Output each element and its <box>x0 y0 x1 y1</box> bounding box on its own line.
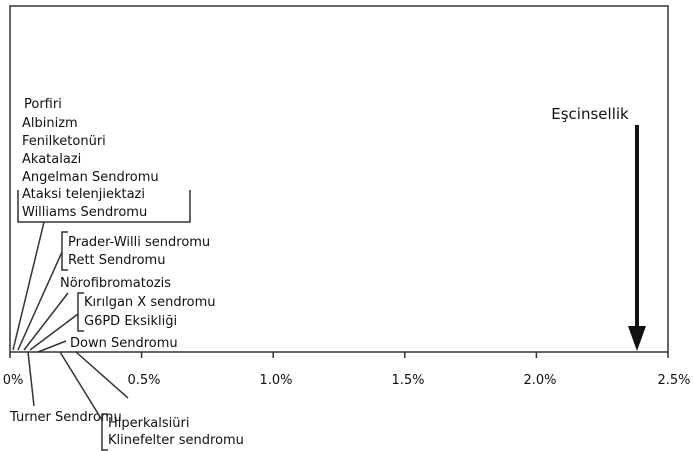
label-bracket <box>61 231 68 271</box>
label-group-prader: Prader-Willi sendromu Rett Sendromu <box>17 231 210 351</box>
point-label: Ataksi telenjiektazi <box>22 187 145 202</box>
label-group-turner: Turner Sendromu <box>9 351 122 425</box>
leader-line <box>59 351 103 421</box>
x-tick-label: 2.0% <box>523 373 556 388</box>
point-label: Porfiri <box>24 97 62 112</box>
point-label: Rett Sendromu <box>68 253 165 268</box>
leader-line <box>29 313 79 351</box>
x-tick-label: 0% <box>3 373 24 388</box>
point-label: Fenilketonüri <box>22 134 106 149</box>
leader-line <box>75 351 129 399</box>
label-group-klinefelter: Hiperkalsiüri Klinefelter sendromu <box>59 351 244 451</box>
point-label: Williams Sendromu <box>22 205 147 220</box>
label-bracket <box>17 190 191 223</box>
plot-frame <box>9 5 669 353</box>
label-group-down: Down Sendromu <box>37 336 178 353</box>
x-tick-label: 2.5% <box>657 373 690 388</box>
point-label: Hiperkalsiüri <box>108 416 189 431</box>
annotation-arrow-head <box>628 326 646 351</box>
x-tick-label: 1.5% <box>391 373 424 388</box>
point-label: Prader-Willi sendromu <box>68 235 210 250</box>
x-axis: 0% 0.5% 1.0% 1.5% 2.0% 2.5% <box>3 352 691 388</box>
point-label: Akatalazi <box>22 152 81 167</box>
leader-line <box>27 351 35 407</box>
x-tick-label: 0.5% <box>127 373 160 388</box>
point-label: Klinefelter sendromu <box>108 433 244 448</box>
point-label: Turner Sendromu <box>9 410 122 425</box>
point-label: Kırılgan X sendromu <box>84 295 216 310</box>
leader-line <box>12 221 45 351</box>
label-group-nf: Nörofibromatozis <box>23 276 171 351</box>
x-tick-label: 1.0% <box>259 373 292 388</box>
label-group-fragile-x: Kırılgan X sendromu G6PD Eksikliği <box>29 292 216 351</box>
point-label: G6PD Eksikliği <box>84 314 177 329</box>
label-group-top: Porfiri Albinizm Fenilketonüri Akatalazi… <box>12 97 191 351</box>
point-label: Down Sendromu <box>70 336 178 351</box>
leader-line <box>17 251 63 351</box>
label-bracket <box>77 292 84 332</box>
point-label: Albinizm <box>22 116 78 131</box>
leader-line <box>37 340 67 353</box>
annotation-escinsellik: Eşcinsellik <box>551 105 646 351</box>
leader-line <box>23 292 69 351</box>
point-label: Angelman Sendromu <box>22 170 159 185</box>
label-bracket <box>101 413 108 451</box>
point-label: Nörofibromatozis <box>60 276 171 291</box>
annotation-label: Eşcinsellik <box>551 105 629 123</box>
